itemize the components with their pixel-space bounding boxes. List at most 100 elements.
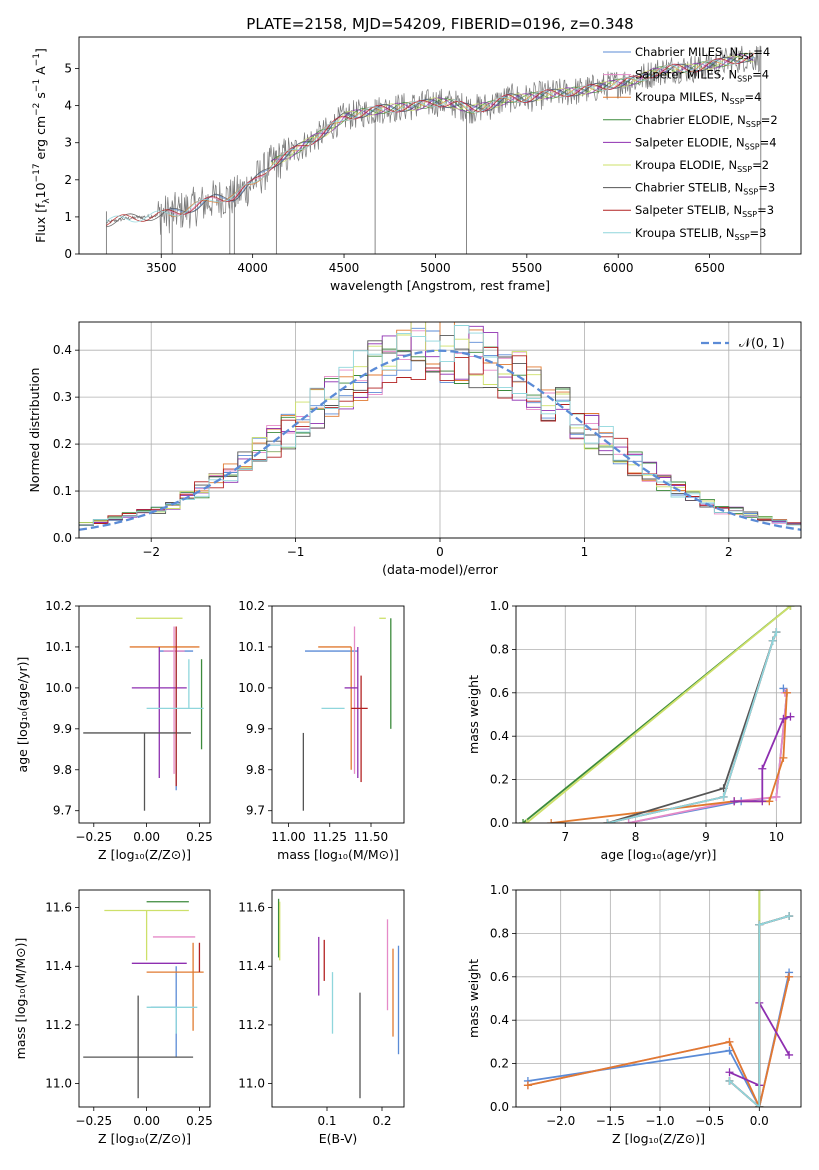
x-tick-label: 0.25 bbox=[186, 830, 213, 844]
y-axis-label: mass weight bbox=[466, 959, 481, 1038]
y-tick-label: 0.2 bbox=[490, 773, 509, 787]
y-tick-label: 0.4 bbox=[53, 343, 72, 357]
series-marker bbox=[786, 606, 795, 610]
y-tick-label: 0.8 bbox=[490, 926, 509, 940]
y-tick-label: 0.0 bbox=[490, 816, 509, 830]
y-tick-label: 9.9 bbox=[246, 722, 265, 736]
series-marker bbox=[603, 819, 612, 823]
x-axis-label: Z [log₁₀(Z/Z⊙)] bbox=[98, 1131, 191, 1146]
x-axis-label: Z [log₁₀(Z/Z⊙)] bbox=[98, 847, 191, 862]
legend-series-name: Salpeter STELIB, N bbox=[635, 203, 742, 217]
axes-frame bbox=[515, 889, 802, 1108]
x-tick-label: 6500 bbox=[694, 261, 725, 275]
model-line bbox=[270, 55, 754, 164]
histogram-steps bbox=[79, 346, 801, 526]
x-tick-label: −0.5 bbox=[695, 1114, 724, 1128]
legend-subscript: SSP bbox=[742, 210, 757, 219]
y-tick-label: 9.8 bbox=[53, 763, 72, 777]
series-marker bbox=[624, 819, 633, 823]
y-tick-label: 10.1 bbox=[45, 640, 72, 654]
y-axis-label-part: A bbox=[33, 66, 48, 79]
y-tick-label: 0.6 bbox=[490, 970, 509, 984]
y-axis-label: age [log₁₀(age/yr)] bbox=[15, 657, 30, 773]
x-tick-label: 9 bbox=[702, 830, 710, 844]
x-tick-label: 0.00 bbox=[133, 830, 160, 844]
series-marker bbox=[755, 1103, 764, 1107]
series-marker bbox=[547, 819, 556, 823]
x-tick-label: 1 bbox=[581, 545, 589, 559]
legend-entry: Kroupa ELODIE, NSSP=2 bbox=[635, 158, 769, 174]
x-tick-label: 10 bbox=[769, 830, 784, 844]
legend-series-name: Kroupa ELODIE, N bbox=[635, 158, 737, 172]
y-axis-label-part: −2 bbox=[32, 103, 42, 116]
y-tick-label: 11.2 bbox=[45, 1018, 72, 1032]
legend-entry: Kroupa MILES, NSSP=4 bbox=[635, 90, 761, 106]
x-tick-label: 5000 bbox=[420, 261, 451, 275]
x-tick-label: 2 bbox=[725, 545, 733, 559]
axes-frame bbox=[78, 605, 211, 824]
legend-series-name: Chabrier ELODIE, N bbox=[635, 113, 746, 127]
figure-title: PLATE=2158, MJD=54209, FIBERID=0196, z=0… bbox=[246, 15, 633, 33]
series-marker bbox=[779, 714, 788, 723]
plot-layer: 3500 4000 4500 5000 5500 6000 6500 0 1 2 3 4 5 wavele… bbox=[13, 36, 802, 1146]
series-marker bbox=[779, 684, 788, 693]
series-marker bbox=[755, 890, 764, 894]
x-axis-label: mass [log₁₀(M/M⊙)] bbox=[277, 847, 399, 862]
series-marker bbox=[758, 764, 767, 773]
y-tick-label: 9.8 bbox=[246, 763, 265, 777]
x-tick-label: 4500 bbox=[329, 261, 360, 275]
y-axis-label-part: Flux [f bbox=[33, 203, 48, 243]
series-line bbox=[551, 692, 788, 823]
series-marker bbox=[725, 1076, 734, 1085]
clipped-group bbox=[302, 617, 392, 811]
x-tick-label: −1.5 bbox=[596, 1114, 625, 1128]
y-axis-label-part: −1 bbox=[32, 79, 42, 92]
axes-frame bbox=[515, 605, 802, 824]
x-tick-label: 11.25 bbox=[313, 830, 347, 844]
x-tick-label: 0.25 bbox=[186, 1114, 213, 1128]
series-line bbox=[628, 691, 788, 823]
x-axis-label: (data-model)/error bbox=[382, 562, 499, 577]
series-line bbox=[607, 631, 778, 823]
x-tick-label: −1 bbox=[287, 545, 305, 559]
legend-subscript: SSP bbox=[735, 233, 750, 242]
y-tick-label: 3 bbox=[64, 136, 72, 150]
legend-subscript: SSP bbox=[737, 75, 752, 84]
y-tick-label: 4 bbox=[64, 99, 72, 113]
y-axis-label: mass [log₁₀(M/M⊙)] bbox=[13, 938, 28, 1060]
legend-nssp: =4 bbox=[753, 45, 770, 59]
y-tick-label: 11.2 bbox=[238, 1018, 265, 1032]
y-tick-label: 10.0 bbox=[238, 681, 265, 695]
legend-nssp: =4 bbox=[745, 90, 762, 104]
y-tick-label: 0.8 bbox=[490, 642, 509, 656]
legend-entry: Chabrier MILES, NSSP=4 bbox=[635, 45, 770, 61]
legend-nssp: =2 bbox=[752, 158, 769, 172]
y-axis-label-part: ] bbox=[33, 48, 48, 53]
model-line bbox=[106, 54, 754, 226]
y-tick-label: 10.0 bbox=[45, 681, 72, 695]
series-marker bbox=[765, 797, 774, 806]
clipped-group bbox=[523, 890, 794, 1107]
y-axis-label: Flux [fλ10−17 erg cm−2 s−1 A−1] bbox=[32, 48, 52, 243]
x-tick-label: 8 bbox=[632, 830, 640, 844]
y-tick-label: 9.7 bbox=[53, 804, 72, 818]
legend-series-name: Salpeter ELODIE, N bbox=[635, 135, 745, 149]
y-tick-label: 11.0 bbox=[45, 1077, 72, 1091]
x-tick-label: −1.0 bbox=[645, 1114, 674, 1128]
y-axis-label: mass weight bbox=[466, 675, 481, 754]
x-tick-label: 4000 bbox=[237, 261, 268, 275]
model-line bbox=[106, 52, 754, 223]
x-tick-label: 7 bbox=[561, 830, 569, 844]
clipped-group bbox=[277, 898, 400, 1099]
x-axis-label: Z [log₁₀(Z/Z⊙)] bbox=[612, 1131, 705, 1146]
x-tick-label: −0.25 bbox=[75, 830, 112, 844]
x-axis-label: wavelength [Angstrom, rest frame] bbox=[330, 278, 550, 293]
legend-entry: Chabrier STELIB, NSSP=3 bbox=[635, 181, 775, 197]
legend-nssp: =3 bbox=[750, 226, 767, 240]
legend-subscript: SSP bbox=[730, 97, 745, 106]
legend-series-name: Chabrier STELIB, N bbox=[635, 181, 743, 195]
legend-series-name: Kroupa MILES, N bbox=[635, 90, 730, 104]
x-tick-label: 11.50 bbox=[354, 830, 388, 844]
series-marker bbox=[725, 1068, 734, 1077]
y-tick-label: 0.0 bbox=[53, 531, 72, 545]
